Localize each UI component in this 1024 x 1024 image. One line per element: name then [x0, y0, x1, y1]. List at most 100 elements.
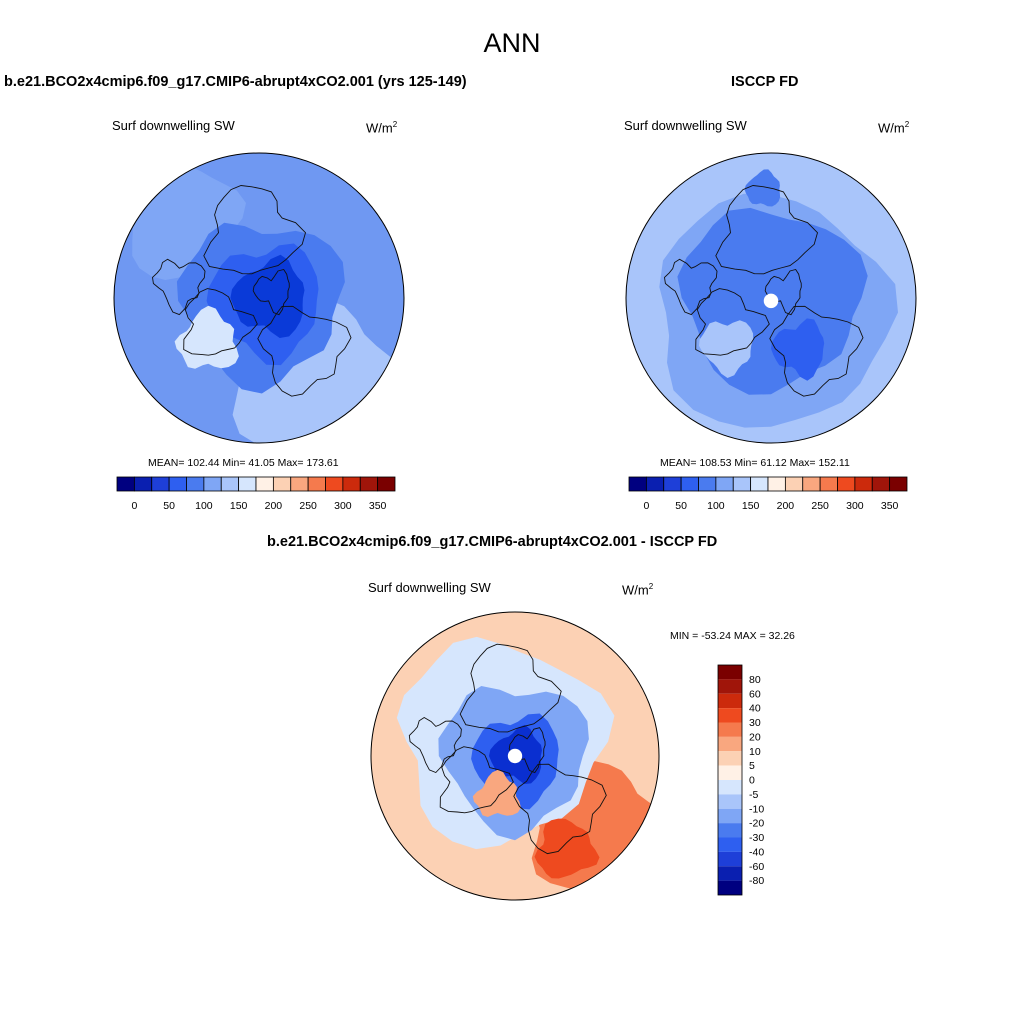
colorbar-box	[718, 708, 742, 723]
map-boundary	[625, 152, 917, 444]
europe-warm-region	[534, 818, 600, 879]
colorbar-box	[718, 765, 742, 780]
colorbar-box	[718, 794, 742, 809]
colorbar-tick-label: -80	[749, 875, 764, 887]
colorbar-tick-label: 50	[675, 500, 687, 512]
colorbar-box	[718, 665, 742, 680]
pole-hole	[507, 748, 523, 764]
diff-variable-label: Surf downwelling SW	[368, 580, 491, 595]
colorbar-box	[715, 476, 734, 492]
colorbar-box	[718, 751, 742, 766]
right-stats: MEAN= 108.53 Min= 61.12 Max= 152.11	[660, 457, 850, 469]
right-polar-map	[625, 152, 917, 444]
left-panel-title: b.e21.BCO2x4cmip6.f09_g17.CMIP6-abrupt4x…	[4, 74, 467, 90]
colorbar-tick-label: 250	[811, 500, 829, 512]
left-colorbar: 0 50 100 150 200 250 300 350	[116, 476, 396, 512]
colorbar-tick-label: -60	[749, 861, 764, 873]
colorbar-box	[718, 880, 742, 895]
colorbar-tick-label: -20	[749, 818, 764, 830]
colorbar-tick-label: 100	[195, 500, 213, 512]
diff-colorbar: 80 60 40 30 20 10 5 0 -5 -10 -20 -30 -40 -60 -80	[717, 664, 764, 896]
colorbar-box	[767, 476, 786, 492]
colorbar-tick-label: 0	[643, 500, 649, 512]
colorbar-tick-label: 200	[777, 500, 795, 512]
left-stats: MEAN= 102.44 Min= 41.05 Max= 173.61	[148, 457, 339, 469]
colorbar-tick-label: -40	[749, 846, 764, 858]
colorbar-tick-label: 300	[334, 500, 352, 512]
colorbar-box	[698, 476, 717, 492]
colorbar-box	[628, 476, 647, 492]
diff-polar-map	[370, 611, 660, 901]
colorbar-tick-label: 30	[749, 717, 761, 729]
colorbar-box	[359, 476, 379, 492]
left-variable-label: Surf downwelling SW	[112, 118, 235, 133]
colorbar-box	[663, 476, 682, 492]
diff-stats: MIN = -53.24 MAX = 32.26	[670, 630, 795, 642]
colorbar-tick-label: 100	[707, 500, 725, 512]
right-panel-title: ISCCP FD	[731, 74, 799, 90]
colorbar-box	[718, 736, 742, 752]
diff-panel-title: b.e21.BCO2x4cmip6.f09_g17.CMIP6-abrupt4x…	[267, 534, 718, 550]
colorbar-tick-label: 5	[749, 760, 755, 772]
colorbar-tick-label: 10	[749, 746, 761, 758]
figure-title: ANN	[483, 28, 541, 58]
colorbar-tick-label: -10	[749, 803, 764, 815]
colorbar-box	[718, 866, 742, 881]
colorbar-tick-label: 80	[749, 674, 761, 686]
colorbar-tick-label: 150	[742, 500, 760, 512]
colorbar-box	[784, 476, 804, 492]
colorbar-box	[220, 476, 240, 492]
colorbar-box	[307, 476, 326, 492]
left-units-label: W/m2	[366, 120, 398, 136]
colorbar-tick-label: 350	[881, 500, 899, 512]
right-variable-label: Surf downwelling SW	[624, 118, 747, 133]
colorbar-box	[151, 476, 170, 492]
colorbar-tick-label: 250	[299, 500, 317, 512]
colorbar-box	[718, 722, 742, 737]
colorbar-box	[750, 476, 769, 492]
colorbar-box	[290, 476, 309, 492]
colorbar-box	[680, 476, 699, 492]
colorbar-box	[802, 476, 821, 492]
colorbar-box	[718, 693, 742, 709]
map-boundary	[113, 152, 405, 444]
colorbar-tick-label: 50	[163, 500, 175, 512]
colorbar-tick-label: 350	[369, 500, 387, 512]
colorbar-tick-label: 0	[749, 775, 755, 787]
colorbar-box	[377, 476, 396, 492]
colorbar-box	[718, 679, 742, 694]
colorbar-tick-label: 300	[846, 500, 864, 512]
pacific-region	[744, 169, 781, 207]
colorbar-box	[718, 837, 742, 852]
colorbar-box	[854, 476, 873, 492]
greenland-region	[699, 320, 754, 378]
colorbar-box	[168, 476, 187, 492]
colorbar-box	[889, 476, 908, 492]
colorbar-box	[718, 823, 742, 838]
colorbar-box	[238, 476, 257, 492]
colorbar-box	[272, 476, 292, 492]
colorbar-box	[718, 780, 742, 795]
colorbar-box	[255, 476, 274, 492]
colorbar-box	[819, 476, 838, 492]
colorbar-box	[186, 476, 205, 492]
colorbar-box	[871, 476, 891, 492]
colorbar-box	[718, 808, 742, 824]
pole-hole	[763, 293, 779, 309]
colorbar-tick-label: 150	[230, 500, 248, 512]
colorbar-box	[645, 476, 665, 492]
greenland-region	[472, 769, 521, 817]
colorbar-tick-label: -30	[749, 832, 764, 844]
colorbar-tick-label: 200	[265, 500, 283, 512]
colorbar-tick-label: 20	[749, 731, 761, 743]
colorbar-box	[325, 476, 344, 492]
central-arctic-region	[230, 254, 305, 338]
colorbar-box	[718, 851, 742, 867]
colorbar-box	[116, 476, 135, 492]
diff-units-label: W/m2	[622, 582, 654, 598]
colorbar-box	[203, 476, 222, 492]
left-polar-map	[113, 152, 405, 444]
colorbar-tick-label: 60	[749, 688, 761, 700]
map-boundary	[370, 611, 660, 901]
right-units-label: W/m2	[878, 120, 910, 136]
